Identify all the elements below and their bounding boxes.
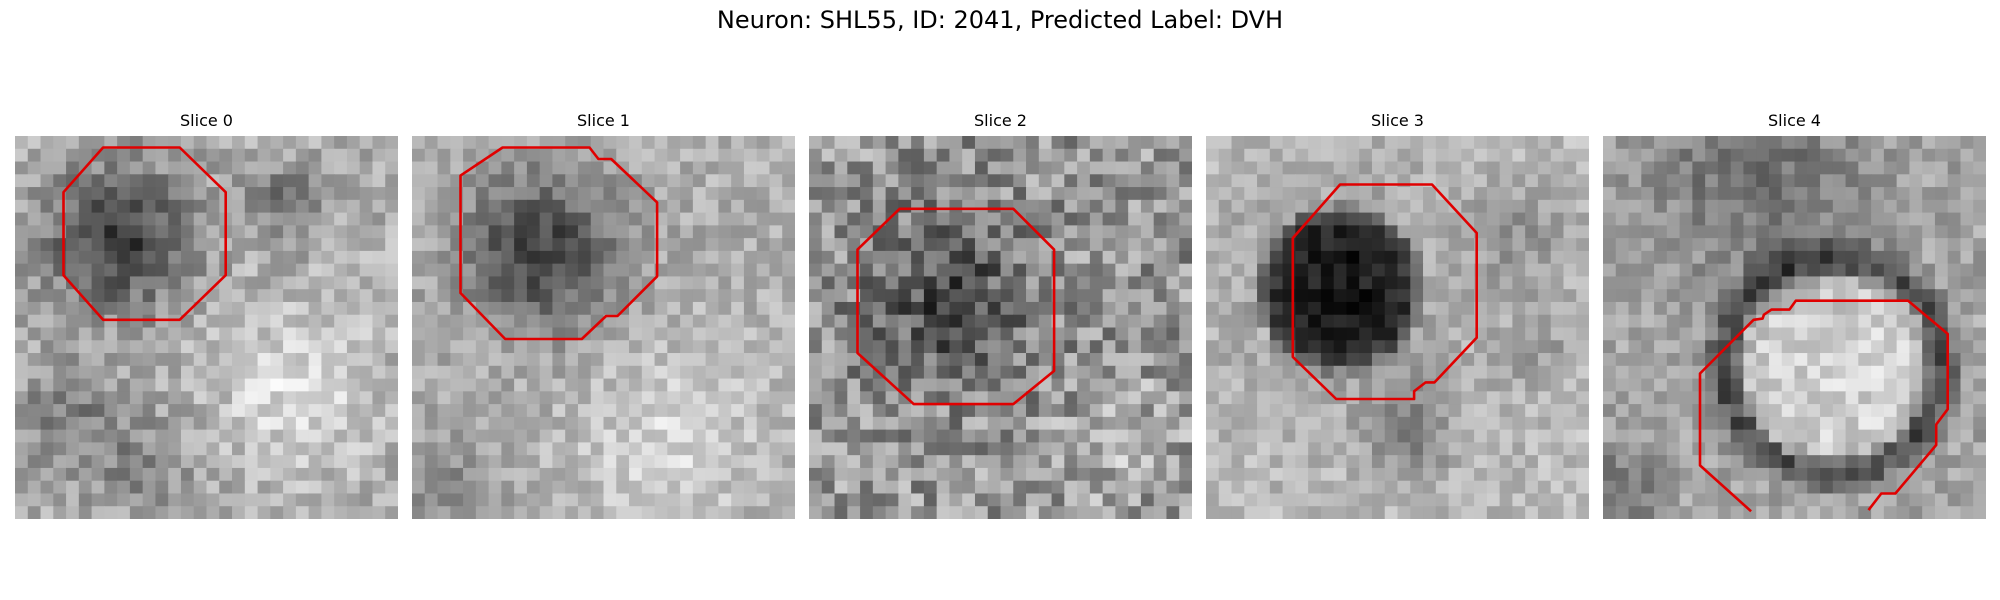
figure-title: Neuron: SHL55, ID: 2041, Predicted Label…: [0, 6, 2000, 34]
slice-panel-0: Slice 0: [15, 108, 398, 519]
slice-image: [15, 136, 398, 519]
slice-image: [412, 136, 795, 519]
slice-image: [1603, 136, 1986, 519]
slice-title: Slice 1: [412, 108, 795, 134]
slice-image: [1206, 136, 1589, 519]
slice-title: Slice 4: [1603, 108, 1986, 134]
slice-title: Slice 0: [15, 108, 398, 134]
slice-panel-4: Slice 4: [1603, 108, 1986, 519]
slice-title: Slice 2: [809, 108, 1192, 134]
slice-panel-1: Slice 1: [412, 108, 795, 519]
slice-image: [809, 136, 1192, 519]
slice-panel-2: Slice 2: [809, 108, 1192, 519]
slice-title: Slice 3: [1206, 108, 1589, 134]
slice-panel-3: Slice 3: [1206, 108, 1589, 519]
